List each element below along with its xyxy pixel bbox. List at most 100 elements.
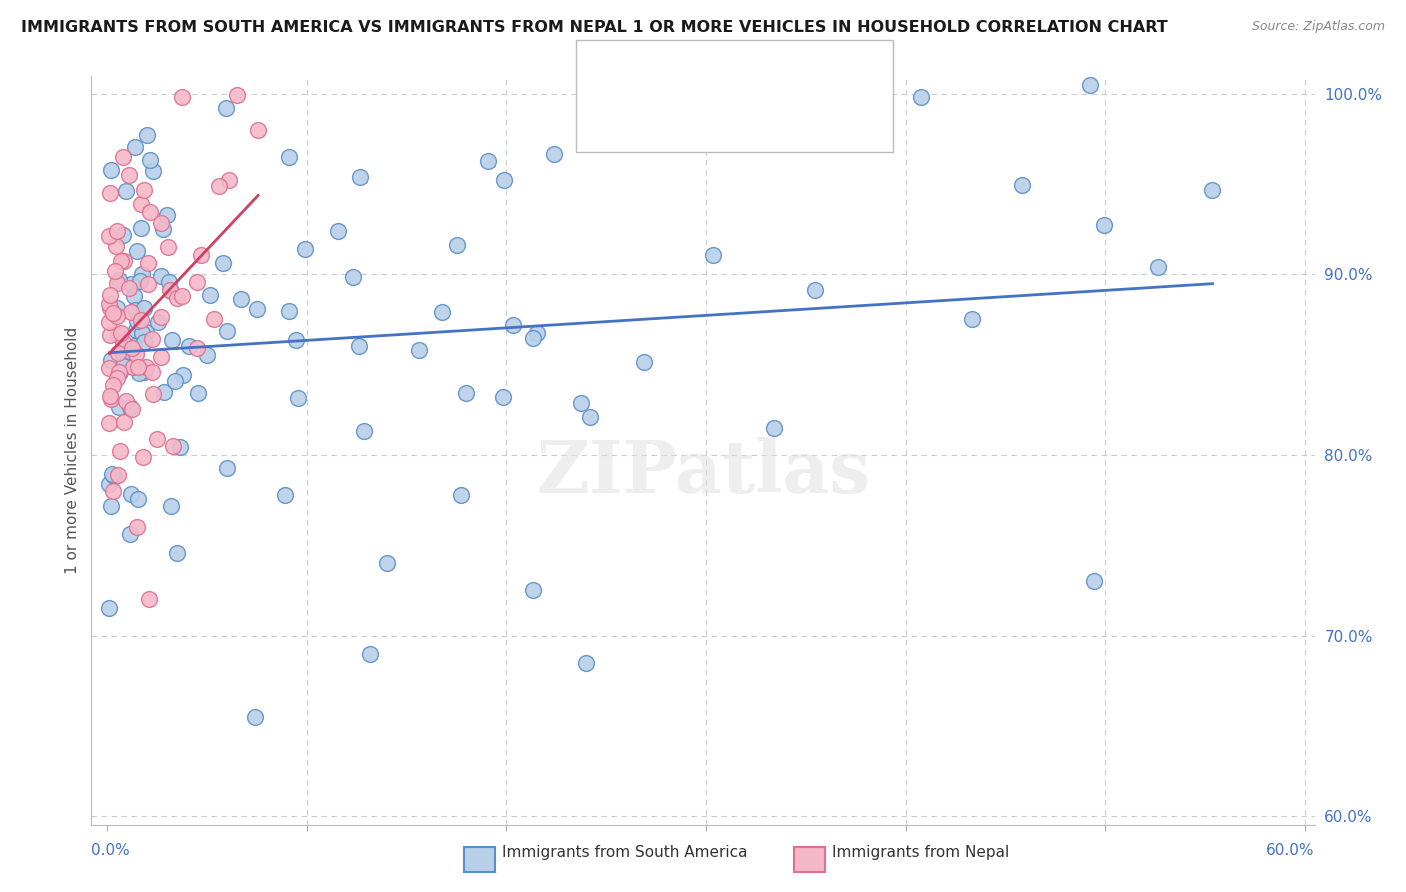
Point [160,284,183,298]
Point [492,390,515,404]
Point [100,499,122,513]
Point [218,173,240,187]
Point [115,185,138,199]
Point [430,305,453,319]
Point [149,310,172,324]
Point [112,334,135,349]
Point [190,248,212,262]
Text: IMMIGRANTS FROM SOUTH AMERICA VS IMMIGRANTS FROM NEPAL 1 OR MORE VEHICLES IN HOU: IMMIGRANTS FROM SOUTH AMERICA VS IMMIGRA… [21,20,1168,35]
Point [152,222,174,236]
Point [502,318,524,332]
Point [804,283,827,297]
Point [120,305,142,319]
Point [129,221,152,235]
Point [136,256,159,270]
Point [702,248,724,262]
Point [139,205,162,219]
Point [139,153,162,167]
Point [149,268,172,283]
Point [131,267,153,281]
Point [108,273,131,287]
Point [159,283,181,297]
Point [215,324,238,338]
Point [98,601,121,615]
Point [186,341,208,355]
Point [136,277,159,291]
Point [166,292,188,306]
Point [98,328,121,343]
Point [172,368,194,382]
Point [170,289,193,303]
Text: R = 0.197   N = 105: R = 0.197 N = 105 [643,62,839,80]
Point [526,326,548,341]
Point [103,468,125,483]
Text: R = 0.419   N = 71: R = 0.419 N = 71 [643,108,828,127]
Point [122,289,145,303]
Point [110,253,132,268]
Point [142,164,165,178]
Point [110,365,132,379]
Point [105,276,128,290]
Point [910,90,932,104]
Point [450,488,472,502]
Point [108,444,131,458]
Text: Immigrants from Nepal: Immigrants from Nepal [832,846,1010,860]
Point [136,128,159,142]
Point [127,492,149,507]
Point [114,415,136,429]
Point [98,416,121,430]
Point [198,288,221,302]
Point [128,367,150,381]
Text: Source: ZipAtlas.com: Source: ZipAtlas.com [1251,20,1385,33]
Point [349,169,371,184]
Point [246,302,269,317]
Point [120,400,142,414]
Point [456,386,478,401]
Point [98,186,121,201]
Point [575,656,598,670]
Point [186,275,208,289]
Point [127,244,149,258]
Point [125,346,148,360]
Point [120,487,142,501]
Text: 60.0%: 60.0% [1267,843,1315,858]
Point [160,333,183,347]
Point [217,461,239,475]
Point [326,224,349,238]
Point [522,583,544,598]
Point [153,384,176,399]
Point [103,484,125,499]
Point [120,527,142,541]
Point [134,183,156,197]
Point [285,333,308,347]
Point [170,90,193,104]
Point [112,359,135,373]
Point [122,360,145,375]
Point [118,343,141,358]
Point [105,309,128,323]
Point [100,392,122,406]
Point [247,123,270,137]
Point [543,147,565,161]
Point [569,396,592,410]
Point [1147,260,1170,274]
Point [162,440,184,454]
Point [229,292,252,306]
Point [129,313,152,327]
Point [131,326,153,340]
Point [98,287,121,301]
Point [98,476,121,491]
Point [101,306,124,320]
Point [121,401,143,416]
Point [98,315,121,329]
Text: 0.0%: 0.0% [91,843,131,858]
Point [157,275,180,289]
Point [633,355,655,369]
Point [135,359,157,374]
Point [107,468,129,483]
Point [146,314,169,328]
Point [111,227,134,242]
Point [287,391,309,405]
Point [118,168,141,182]
Point [105,239,128,253]
